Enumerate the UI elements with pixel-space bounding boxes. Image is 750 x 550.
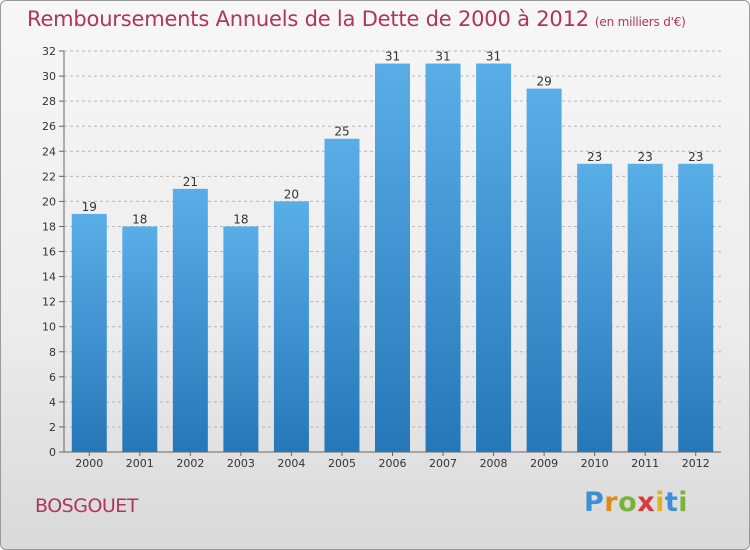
data-label: 18 [132,212,147,226]
logo-letter: t [664,487,679,518]
bar [375,63,410,452]
y-tick-label: 22 [42,170,56,183]
data-label: 23 [638,150,653,164]
bar [526,88,562,452]
x-tick-label: 2000 [75,457,103,470]
logo-letter: o [618,487,638,518]
bars [71,63,714,452]
x-tick-label: 2004 [277,457,305,470]
x-tick-label: 2005 [328,457,356,470]
chart-unit: (en milliers d'€) [594,15,686,29]
y-tick-label: 2 [49,421,56,434]
bar [223,226,259,452]
x-tick-label: 2007 [429,457,457,470]
bar [172,188,208,452]
chart-title: Remboursements Annuels de la Dette de 20… [27,7,686,31]
data-label: 31 [435,50,450,64]
bar [476,63,512,452]
y-tick-label: 24 [42,145,56,158]
bar [122,226,158,452]
x-tick-label: 2008 [480,457,508,470]
x-tick-label: 2001 [126,457,154,470]
y-tick-label: 32 [42,45,56,58]
y-tick-label: 30 [42,70,56,83]
y-tick-label: 18 [42,220,56,233]
y-tick-label: 10 [42,321,56,334]
proxiti-logo: Proxiti [584,487,688,518]
y-tick-label: 12 [42,296,56,309]
bar [627,163,663,452]
y-tick-label: 8 [49,346,56,359]
bar [273,201,309,452]
data-label: 18 [233,212,248,226]
logo-letter: i [655,487,665,518]
y-tick-label: 16 [42,246,56,259]
bar [324,138,360,452]
chart-title-text: Remboursements Annuels de la Dette de 20… [27,7,589,31]
data-label: 25 [334,125,349,139]
labels: 19 2000 18 2001 21 2002 18 2003 20 2004 25 2005 31 20… [75,50,709,470]
bar [577,163,613,452]
y-tick-label: 4 [49,396,56,409]
logo-letter: P [584,487,605,518]
y-tick-label: 28 [42,95,56,108]
x-tick-label: 2010 [581,457,609,470]
x-tick-label: 2006 [379,457,407,470]
data-label: 31 [486,50,501,64]
data-label: 20 [284,187,299,201]
data-label: 23 [688,150,703,164]
logo-letter: r [604,487,619,518]
commune-name: BOSGOUET [35,495,138,517]
y-tick-label: 20 [42,195,56,208]
x-tick-label: 2009 [530,457,558,470]
y-tick-label: 26 [42,120,56,133]
bar [71,213,107,452]
y-tick-label: 14 [42,271,56,284]
data-label: 23 [587,150,602,164]
data-label: 29 [536,75,551,89]
x-tick-label: 2003 [227,457,255,470]
x-tick-label: 2002 [176,457,204,470]
data-label: 21 [183,175,198,189]
x-tick-label: 2011 [631,457,659,470]
x-tick-label: 2012 [682,457,710,470]
logo-letter: x [637,487,656,518]
bar [425,63,461,452]
y-tick-label: 6 [49,371,56,384]
data-label: 31 [385,50,400,64]
bar [678,163,714,452]
data-label: 19 [82,200,97,214]
logo-letter: i [678,487,689,518]
y-tick-label: 0 [49,446,56,459]
